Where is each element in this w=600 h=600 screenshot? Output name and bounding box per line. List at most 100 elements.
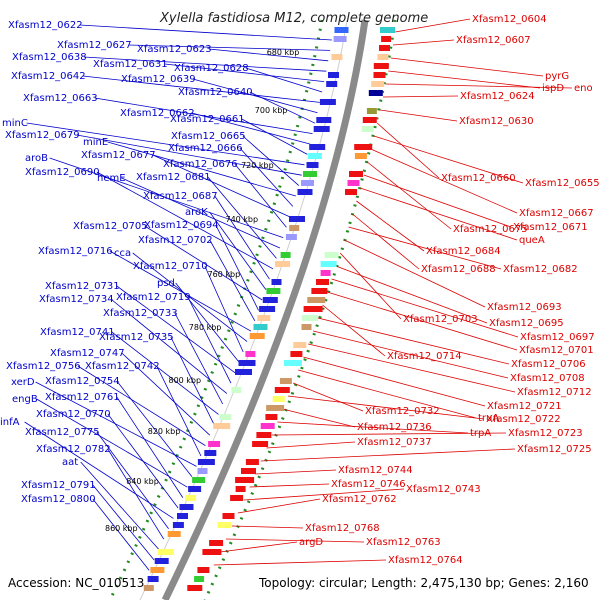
- reverse-gene-label[interactable]: eno: [574, 83, 593, 94]
- forward-gene-label[interactable]: cca: [114, 248, 131, 259]
- forward-gene-label[interactable]: Xfasm12_0690: [25, 167, 100, 178]
- forward-gene-label[interactable]: Xfasm12_0628: [174, 63, 249, 74]
- forward-gene-label[interactable]: Xfasm12_0731: [45, 281, 120, 292]
- forward-gene-label[interactable]: Xfasm12_0719: [116, 292, 191, 303]
- forward-gene-label[interactable]: Xfasm12_0622: [8, 20, 83, 31]
- forward-gene-label[interactable]: Xfasm12_0770: [36, 409, 111, 420]
- forward-gene-label[interactable]: Xfasm12_0663: [23, 93, 98, 104]
- forward-gene-label[interactable]: Xfasm12_0694: [144, 220, 219, 231]
- forward-gene-label[interactable]: Xfasm12_0639: [121, 74, 196, 85]
- forward-gene-label[interactable]: Xfasm12_0687: [143, 191, 218, 202]
- forward-gene-label[interactable]: minC: [2, 118, 28, 129]
- reverse-gene-label[interactable]: Xfasm12_0675: [453, 224, 528, 235]
- forward-gene-label[interactable]: Xfasm12_0666: [168, 143, 243, 154]
- reverse-gene-label[interactable]: truA: [478, 413, 499, 424]
- reverse-gene-label[interactable]: Xfasm12_0703: [403, 314, 478, 325]
- forward-gene-label[interactable]: Xfasm12_0665: [171, 131, 246, 142]
- forward-gene-label[interactable]: Xfasm12_0754: [45, 376, 120, 387]
- reverse-gene-label[interactable]: Xfasm12_0768: [305, 523, 380, 534]
- reverse-gene-label[interactable]: Xfasm12_0671: [513, 222, 588, 233]
- forward-gene-label[interactable]: Xfasm12_0735: [99, 332, 174, 343]
- forward-gene-labels: Xfasm12_0622 Xfasm12_0627 Xfasm12_0623 Xfas…: [0, 20, 253, 505]
- reverse-gene-feature: [380, 27, 395, 33]
- forward-gene-label[interactable]: Xfasm12_0741: [40, 327, 115, 338]
- forward-label-connector: [242, 135, 300, 186]
- reverse-gene-label[interactable]: pyrG: [545, 71, 569, 82]
- reverse-gene-label[interactable]: Xfasm12_0737: [357, 437, 432, 448]
- reverse-gene-label[interactable]: Xfasm12_0746: [331, 479, 406, 490]
- reverse-gene-label[interactable]: Xfasm12_0743: [406, 484, 481, 495]
- forward-gene-label[interactable]: engB: [12, 394, 38, 405]
- reverse-gene-label[interactable]: Xfasm12_0684: [426, 246, 501, 257]
- reverse-gene-label[interactable]: Xfasm12_0736: [357, 422, 432, 433]
- forward-gene-label[interactable]: Xfasm12_0702: [138, 235, 213, 246]
- forward-gene-label[interactable]: Xfasm12_0734: [39, 294, 114, 305]
- reverse-gene-label[interactable]: Xfasm12_0722: [486, 414, 561, 425]
- forward-gene-label[interactable]: psd: [157, 278, 175, 289]
- reverse-gene-label[interactable]: Xfasm12_0701: [519, 345, 594, 356]
- forward-gene-label[interactable]: Xfasm12_0705: [73, 221, 148, 232]
- forward-label-connector: [241, 118, 308, 155]
- reverse-gene-label[interactable]: Xfasm12_0712: [517, 387, 592, 398]
- reverse-gene-label[interactable]: trpA: [470, 428, 491, 439]
- forward-gene-label[interactable]: Xfasm12_0782: [36, 444, 111, 455]
- forward-gene-label[interactable]: Xfasm12_0681: [136, 172, 211, 183]
- reverse-gene-label[interactable]: Xfasm12_0708: [510, 373, 585, 384]
- forward-gene-label[interactable]: Xfasm12_0733: [103, 308, 178, 319]
- reverse-gene-label[interactable]: Xfasm12_0723: [508, 428, 583, 439]
- forward-gene-label[interactable]: aat: [62, 457, 78, 468]
- reverse-gene-label[interactable]: Xfasm12_0655: [525, 178, 600, 189]
- forward-gene-label[interactable]: Xfasm12_0800: [21, 494, 96, 505]
- reverse-gene-label[interactable]: Xfasm12_0697: [520, 332, 595, 343]
- forward-gene-label[interactable]: Xfasm12_0710: [133, 261, 208, 272]
- reverse-gene-label[interactable]: Xfasm12_0624: [460, 91, 535, 102]
- reverse-gene-label[interactable]: Xfasm12_0764: [388, 555, 463, 566]
- reverse-gene-label[interactable]: ispD: [542, 83, 564, 94]
- reverse-gene-label[interactable]: Xfasm12_0695: [489, 318, 564, 329]
- reverse-gene-label[interactable]: Xfasm12_0693: [487, 302, 562, 313]
- reverse-gene-label[interactable]: Xfasm12_0604: [472, 14, 547, 25]
- forward-gene-label[interactable]: infA: [0, 417, 20, 428]
- forward-gene-label[interactable]: Xfasm12_0623: [137, 44, 212, 55]
- reverse-gene-label[interactable]: Xfasm12_0667: [519, 208, 594, 219]
- forward-label-connector: [204, 265, 244, 353]
- forward-gene-label[interactable]: Xfasm12_0679: [5, 130, 80, 141]
- reverse-gene-label[interactable]: argD: [299, 537, 323, 548]
- forward-gene-label[interactable]: Xfasm12_0747: [50, 348, 125, 359]
- reverse-gene-label[interactable]: Xfasm12_0732: [365, 406, 440, 417]
- reverse-gene-feature: [222, 513, 235, 519]
- forward-gene-label[interactable]: Xfasm12_0761: [45, 392, 120, 403]
- forward-gene-label[interactable]: Xfasm12_0638: [12, 52, 87, 63]
- forward-gene-label[interactable]: Xfasm12_0775: [25, 427, 100, 438]
- forward-gene-label[interactable]: Xfasm12_0662: [120, 108, 195, 119]
- forward-gene-label[interactable]: minE: [83, 137, 108, 148]
- reverse-gene-label[interactable]: Xfasm12_0682: [503, 264, 578, 275]
- forward-gene-label[interactable]: Xfasm12_0642: [11, 71, 86, 82]
- forward-gene-label[interactable]: Xfasm12_0742: [85, 361, 160, 372]
- forward-gene-label[interactable]: Xfasm12_0631: [93, 59, 168, 70]
- forward-gene-label[interactable]: Xfasm12_0791: [21, 480, 96, 491]
- reverse-gene-label[interactable]: queA: [519, 235, 545, 246]
- reverse-gene-label[interactable]: Xfasm12_0607: [456, 35, 531, 46]
- forward-gene-label[interactable]: Xfasm12_0627: [57, 40, 132, 51]
- forward-gene-label[interactable]: Xfasm12_0716: [38, 246, 113, 257]
- reverse-gene-label[interactable]: Xfasm12_0660: [441, 173, 516, 184]
- reverse-gene-label[interactable]: Xfasm12_0714: [387, 351, 462, 362]
- reverse-gene-label[interactable]: Xfasm12_0744: [338, 465, 413, 476]
- reverse-gene-label[interactable]: Xfasm12_0762: [322, 494, 397, 505]
- reverse-gene-label[interactable]: Xfasm12_0688: [421, 264, 496, 275]
- forward-gene-label[interactable]: aroK: [185, 207, 208, 218]
- forward-gene-label[interactable]: Xfasm12_0676: [163, 159, 238, 170]
- reverse-gene-label[interactable]: Xfasm12_0706: [511, 359, 586, 370]
- reverse-gene-label[interactable]: Xfasm12_0763: [366, 537, 441, 548]
- forward-gene-label[interactable]: hemE: [97, 173, 126, 184]
- forward-gene-label[interactable]: xerD: [11, 377, 35, 388]
- reverse-gene-label[interactable]: Xfasm12_0630: [459, 116, 534, 127]
- reverse-gene-label[interactable]: Xfasm12_0721: [487, 401, 562, 412]
- forward-gene-label[interactable]: Xfasm12_0640: [178, 87, 253, 98]
- forward-gene-label[interactable]: Xfasm12_0677: [81, 150, 156, 161]
- forward-gene-label[interactable]: Xfasm12_0756: [6, 361, 81, 372]
- forward-gene-label[interactable]: Xfasm12_0661: [170, 114, 245, 125]
- forward-gene-label[interactable]: aroB: [25, 153, 48, 164]
- reverse-gene-label[interactable]: Xfasm12_0725: [517, 444, 592, 455]
